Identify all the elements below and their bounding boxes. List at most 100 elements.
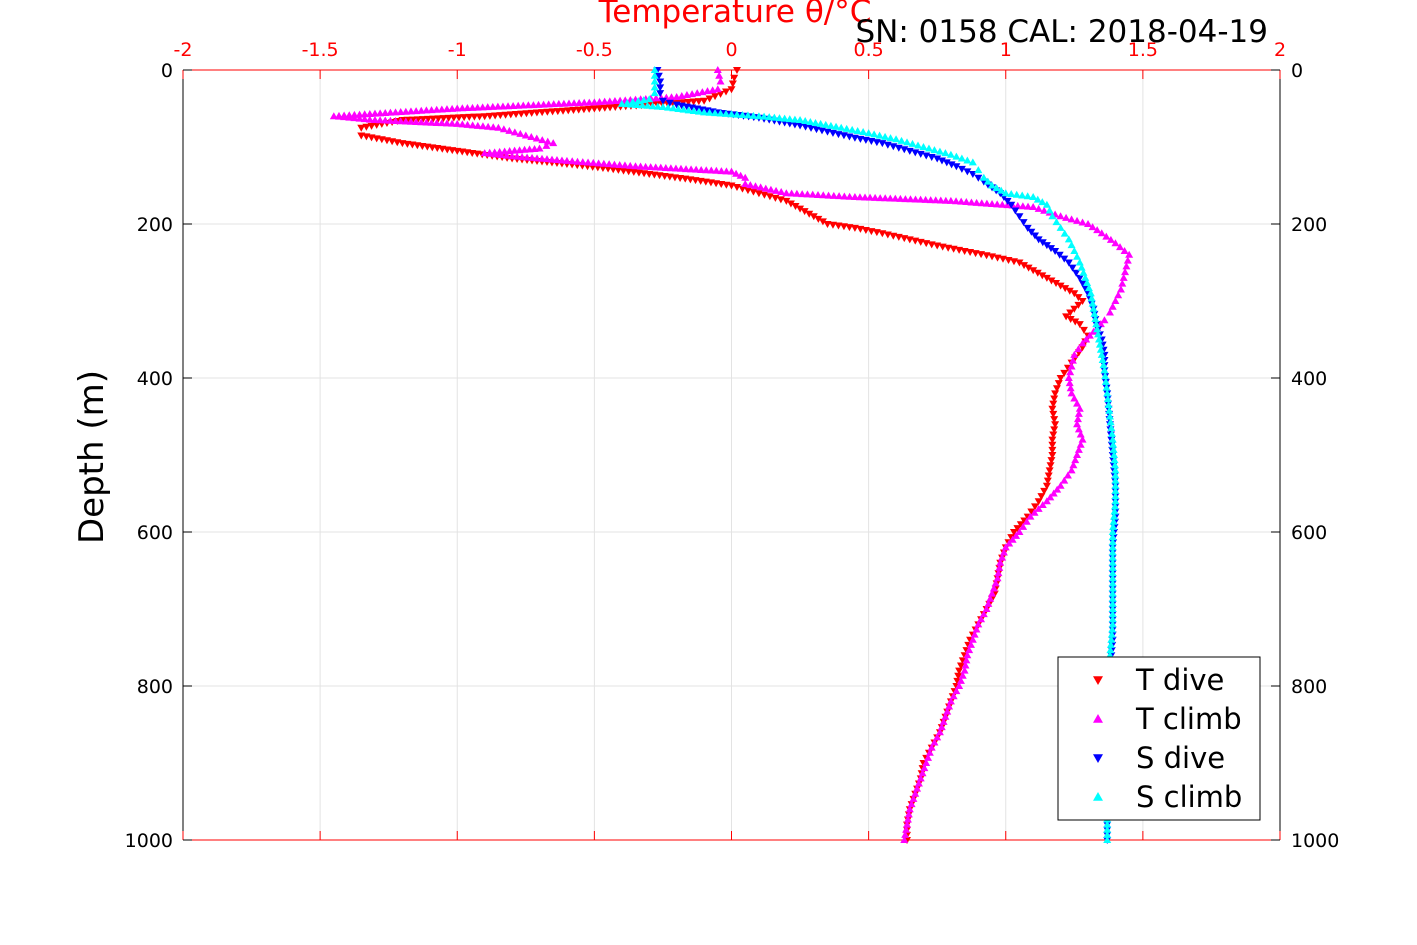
data-point — [962, 656, 971, 664]
data-point — [1029, 267, 1038, 275]
data-point — [1110, 451, 1119, 458]
data-point — [946, 150, 955, 158]
data-point — [1107, 635, 1116, 643]
data-point — [401, 107, 410, 115]
data-point — [1110, 512, 1119, 520]
data-point — [386, 108, 395, 116]
data-point — [1062, 313, 1071, 321]
data-point — [986, 594, 995, 602]
data-point — [1078, 339, 1087, 347]
data-point — [935, 147, 944, 155]
data-point — [432, 105, 441, 113]
data-point — [712, 166, 721, 174]
data-point — [848, 125, 857, 133]
data-point — [1011, 207, 1020, 215]
data-point — [600, 104, 609, 112]
data-point — [1092, 320, 1101, 328]
data-point — [811, 118, 820, 126]
data-point — [453, 119, 462, 127]
data-point — [1109, 440, 1118, 448]
data-point — [491, 112, 500, 120]
data-point — [515, 146, 524, 154]
data-point — [412, 117, 421, 125]
data-point — [925, 748, 934, 756]
data-point — [991, 579, 1000, 587]
data-point — [1108, 538, 1117, 546]
data-point — [1066, 315, 1075, 323]
data-point — [707, 166, 716, 174]
data-point — [1003, 197, 1012, 205]
data-point — [796, 205, 805, 213]
data-point — [937, 157, 946, 165]
data-point — [478, 103, 487, 111]
data-point — [727, 86, 736, 94]
data-point — [694, 107, 703, 115]
data-point — [1065, 287, 1074, 295]
x-tick-label: -1.5 — [302, 39, 339, 61]
data-point — [1108, 599, 1117, 607]
data-point — [832, 122, 841, 130]
data-point — [927, 743, 936, 751]
data-point — [1078, 280, 1087, 288]
data-point — [1067, 389, 1076, 397]
data-point — [406, 117, 415, 125]
y-tick-label-left: 200 — [137, 214, 173, 236]
data-point — [870, 130, 879, 138]
data-point — [1108, 584, 1117, 592]
data-point — [548, 108, 557, 116]
data-point — [823, 221, 832, 228]
data-point — [777, 188, 786, 196]
data-point — [512, 111, 521, 118]
data-point — [840, 192, 849, 200]
data-point — [902, 825, 911, 833]
data-point — [1105, 412, 1114, 420]
data-point — [697, 165, 706, 173]
data-point — [1082, 335, 1091, 343]
data-point — [1070, 305, 1079, 313]
legend-marker — [1093, 714, 1103, 723]
data-point — [1024, 264, 1033, 272]
data-point — [715, 71, 724, 79]
data-point — [751, 182, 760, 190]
data-point — [381, 108, 390, 116]
data-point — [760, 112, 769, 120]
data-point — [475, 113, 484, 121]
data-point — [746, 181, 755, 189]
data-point — [1108, 579, 1117, 587]
data-point — [1029, 203, 1038, 211]
data-point — [1108, 553, 1117, 561]
data-point — [1034, 504, 1043, 512]
data-point — [914, 779, 923, 787]
data-point — [1089, 304, 1098, 312]
data-point — [689, 98, 698, 106]
data-point — [905, 805, 914, 813]
data-point — [891, 194, 900, 202]
data-point — [960, 666, 969, 674]
data-point — [835, 192, 844, 200]
data-point — [1076, 440, 1085, 448]
data-point — [1027, 228, 1036, 236]
data-point — [496, 112, 505, 120]
data-point — [963, 651, 972, 659]
data-point — [1084, 220, 1093, 227]
data-point — [628, 100, 637, 108]
data-point — [674, 104, 683, 112]
data-point — [892, 135, 901, 143]
data-point — [1103, 395, 1112, 403]
data-point — [1110, 507, 1119, 515]
data-point — [1081, 285, 1090, 293]
y-tick-label-right: 1000 — [1291, 830, 1339, 852]
data-point — [439, 115, 448, 123]
data-point — [911, 195, 920, 203]
data-point — [1052, 218, 1061, 226]
data-point — [422, 118, 431, 126]
data-point — [626, 161, 635, 169]
data-point — [1048, 446, 1057, 454]
data-point — [355, 110, 364, 118]
data-point — [1109, 522, 1118, 530]
data-point — [803, 190, 812, 198]
x-tick-label: 0.5 — [854, 39, 884, 61]
data-point — [871, 193, 880, 201]
data-point — [1015, 528, 1024, 535]
data-point — [434, 115, 443, 123]
